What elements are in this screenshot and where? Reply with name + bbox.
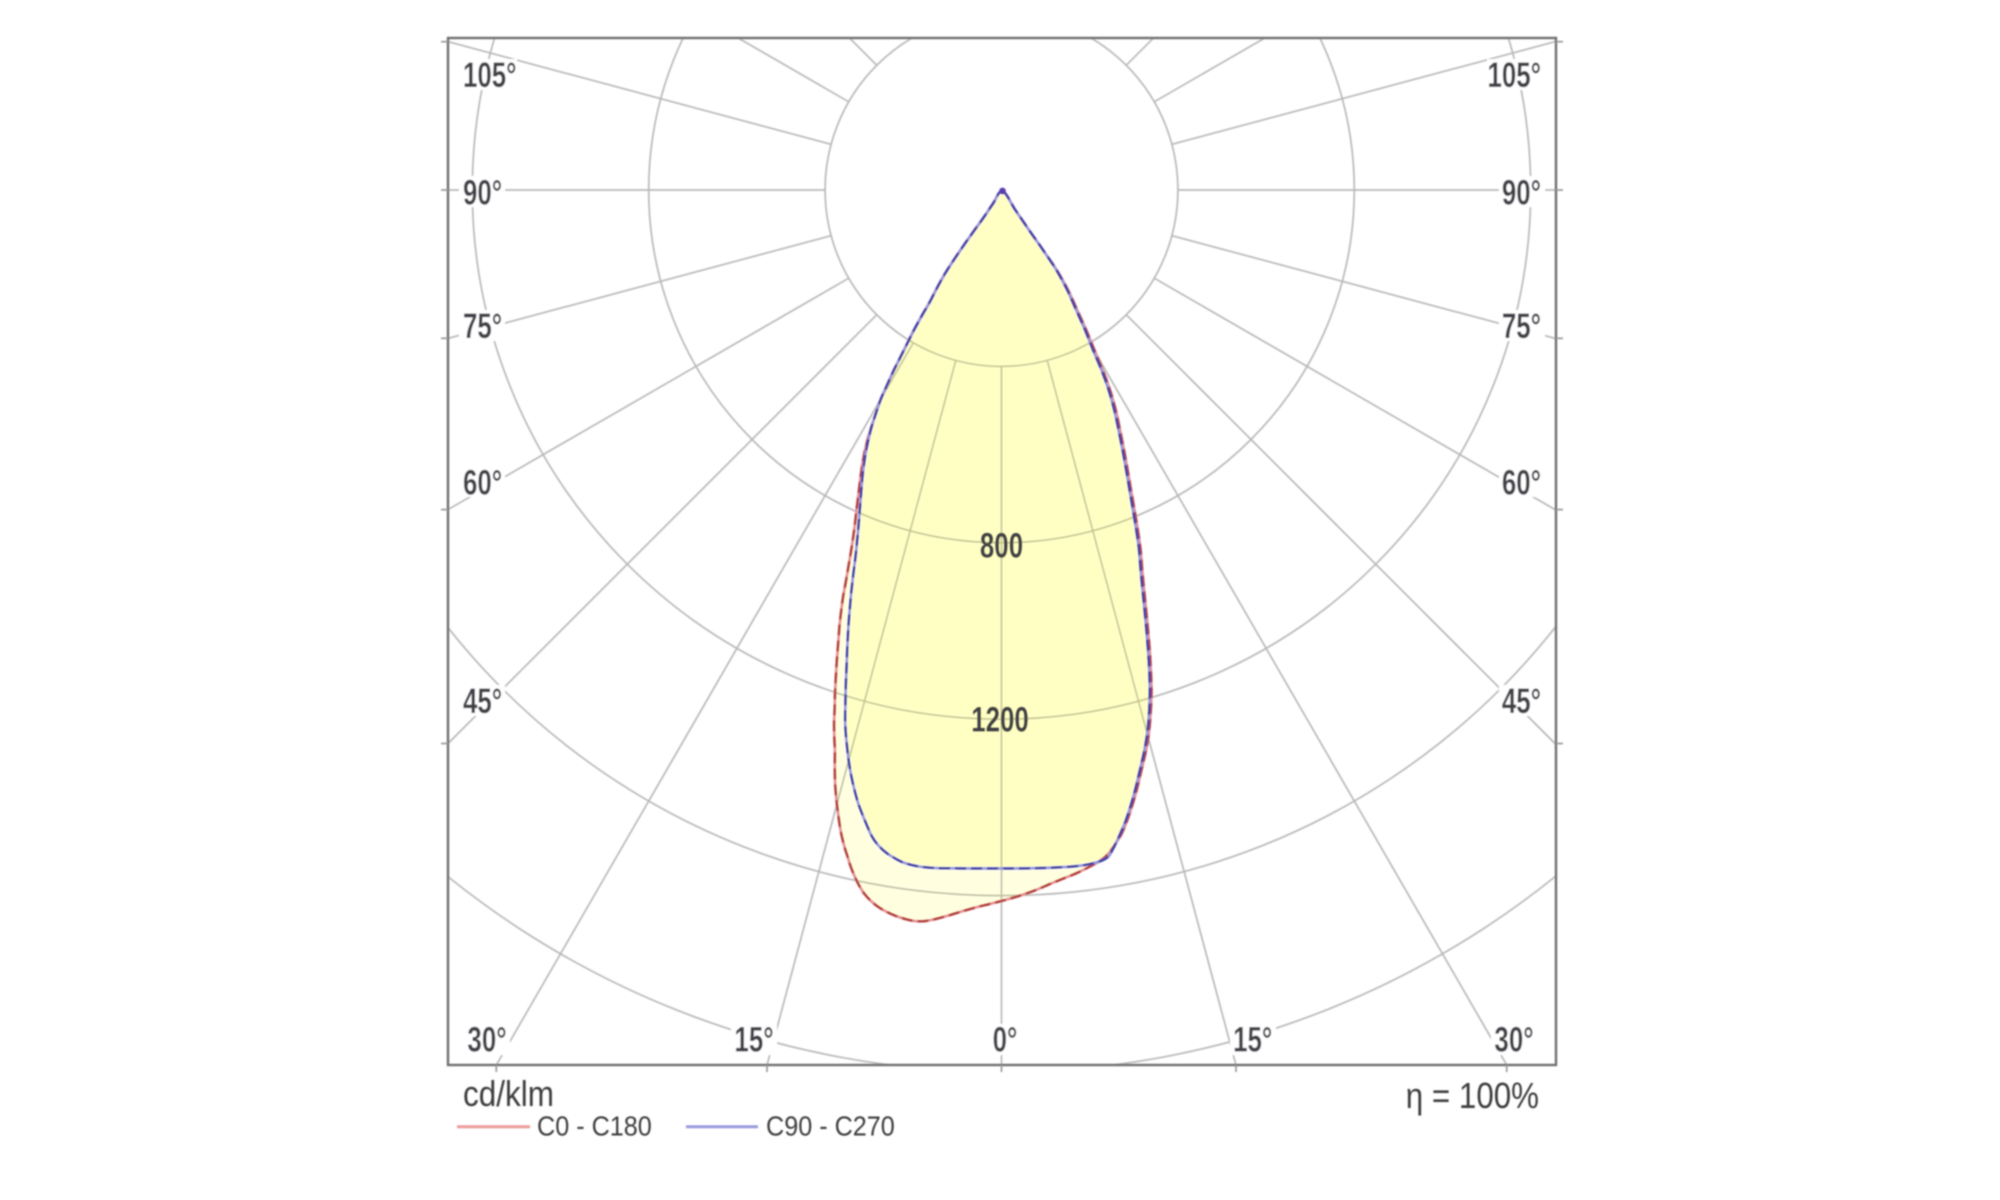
svg-text:η = 100%: η = 100%: [1406, 1076, 1539, 1117]
svg-text:1200: 1200: [971, 699, 1029, 739]
svg-text:cd/klm: cd/klm: [463, 1074, 554, 1114]
svg-text:30°: 30°: [467, 1019, 506, 1059]
svg-text:45°: 45°: [1502, 681, 1541, 721]
svg-text:60°: 60°: [1502, 462, 1541, 502]
svg-text:60°: 60°: [463, 462, 502, 502]
svg-text:105°: 105°: [1487, 55, 1541, 95]
svg-text:C0 - C180: C0 - C180: [537, 1110, 652, 1142]
svg-text:30°: 30°: [1494, 1019, 1533, 1059]
svg-text:90°: 90°: [463, 172, 502, 212]
svg-text:800: 800: [980, 525, 1023, 565]
svg-text:15°: 15°: [1233, 1019, 1272, 1059]
svg-text:0°: 0°: [993, 1019, 1018, 1059]
svg-text:75°: 75°: [463, 306, 502, 346]
svg-text:C90 - C270: C90 - C270: [766, 1110, 895, 1142]
svg-text:90°: 90°: [1502, 172, 1541, 212]
svg-text:15°: 15°: [734, 1019, 773, 1059]
svg-text:45°: 45°: [463, 681, 502, 721]
svg-text:75°: 75°: [1502, 306, 1541, 346]
svg-text:105°: 105°: [463, 55, 517, 95]
